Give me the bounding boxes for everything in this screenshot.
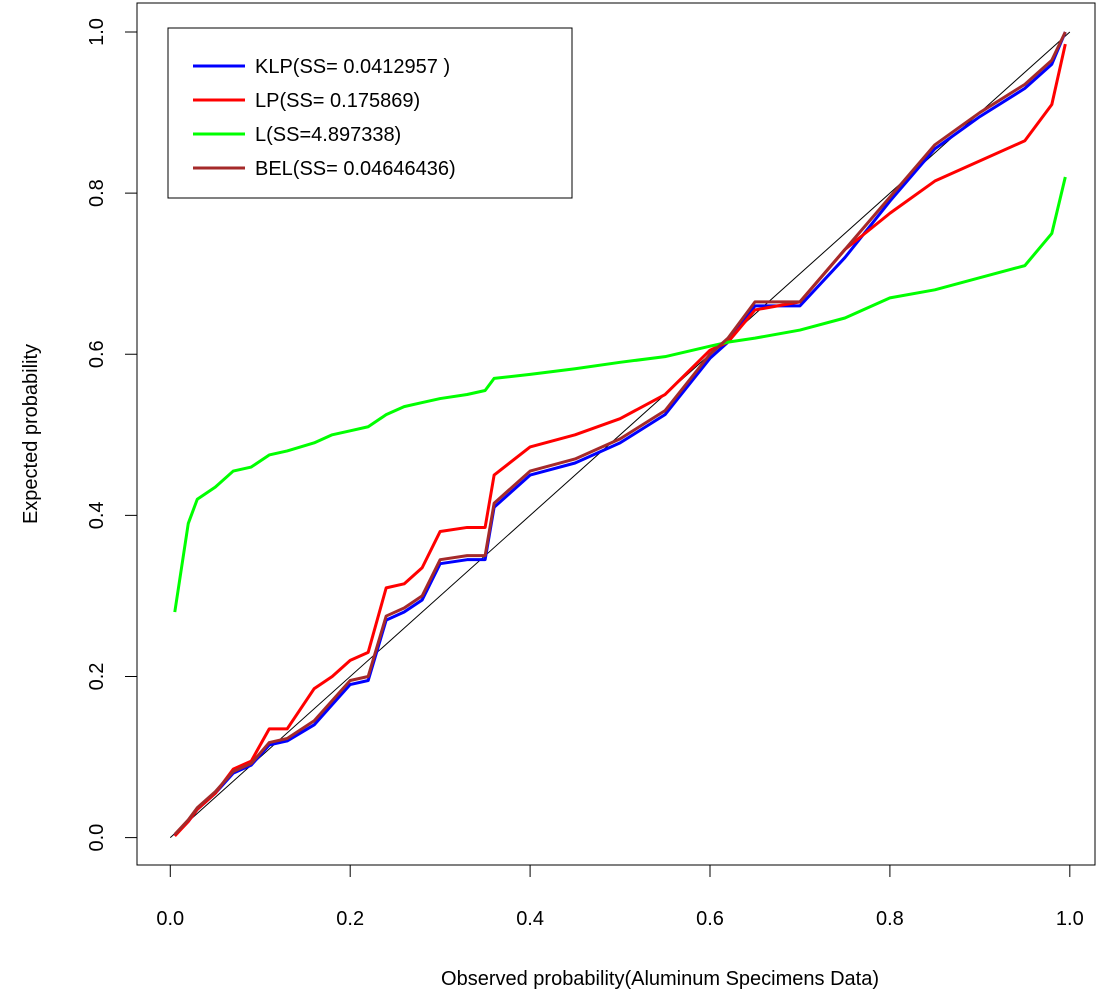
y-tick-label: 0.8 (86, 179, 108, 207)
legend-label: KLP(SS= 0.0412957 ) (255, 56, 450, 78)
legend-label: LP(SS= 0.175869) (255, 90, 420, 112)
y-axis-label: Expected probability (20, 344, 42, 524)
series-line (173, 43, 1067, 838)
series-line (173, 31, 1067, 836)
x-tick-label: 0.0 (156, 908, 184, 930)
series-line (173, 176, 1067, 613)
legend-box (167, 27, 573, 199)
x-tick-label: 0.6 (696, 908, 724, 930)
x-tick-label: 0.4 (516, 908, 544, 930)
y-tick-label: 0.0 (86, 824, 108, 852)
x-tick-label: 0.8 (876, 908, 904, 930)
y-tick-label: 0.2 (86, 663, 108, 691)
y-tick-label: 0.4 (86, 501, 108, 529)
legend-label: L(SS=4.897338) (255, 124, 401, 146)
y-tick-label: 0.6 (86, 340, 108, 368)
legend-label: BEL(SS= 0.04646436) (255, 158, 456, 180)
x-tick-label: 1.0 (1056, 908, 1084, 930)
x-tick-label: 0.2 (336, 908, 364, 930)
y-tick-label: 1.0 (86, 18, 108, 46)
x-axis-label: Observed probability(Aluminum Specimens … (441, 968, 879, 990)
